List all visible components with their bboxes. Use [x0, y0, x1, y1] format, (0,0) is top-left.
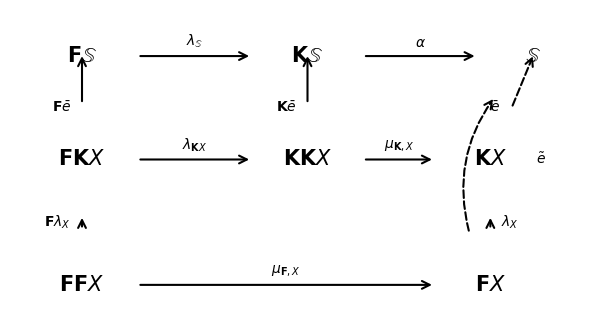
Text: $\lambda_X$: $\lambda_X$ [501, 213, 519, 231]
Text: $\mathbf{K}\mathbb{S}$: $\mathbf{K}\mathbb{S}$ [292, 46, 323, 66]
Text: $\mu_{\mathbf{F},X}$: $\mu_{\mathbf{F},X}$ [271, 264, 301, 279]
Text: $\mathbf{K}\bar{e}$: $\mathbf{K}\bar{e}$ [276, 100, 296, 115]
Text: $\mathbf{FF}X$: $\mathbf{FF}X$ [60, 275, 105, 295]
Text: $\alpha$: $\alpha$ [415, 36, 426, 50]
Text: $\tilde{e}$: $\tilde{e}$ [536, 152, 546, 167]
Text: $\bar{e}$: $\bar{e}$ [490, 100, 499, 115]
Text: $\mathbf{FK}X$: $\mathbf{FK}X$ [58, 150, 106, 169]
Text: $\mathbf{F}\mathbb{S}$: $\mathbf{F}\mathbb{S}$ [67, 46, 97, 66]
Text: $\mathbf{KK}X$: $\mathbf{KK}X$ [283, 150, 332, 169]
Text: $\mathbf{K}X$: $\mathbf{K}X$ [474, 150, 507, 169]
Text: $\mathbf{F}\bar{e}$: $\mathbf{F}\bar{e}$ [52, 100, 71, 115]
Text: $\mu_{\mathbf{K},X}$: $\mu_{\mathbf{K},X}$ [384, 139, 414, 154]
Text: $\lambda_\mathbb{S}$: $\lambda_\mathbb{S}$ [186, 33, 204, 50]
Text: $\mathbb{S}$: $\mathbb{S}$ [525, 46, 541, 66]
Text: $\mathbf{F}X$: $\mathbf{F}X$ [475, 275, 506, 295]
Text: $\lambda_{\mathbf{K}X}$: $\lambda_{\mathbf{K}X}$ [182, 137, 207, 154]
Text: $\mathbf{F}\lambda_X$: $\mathbf{F}\lambda_X$ [44, 213, 71, 231]
